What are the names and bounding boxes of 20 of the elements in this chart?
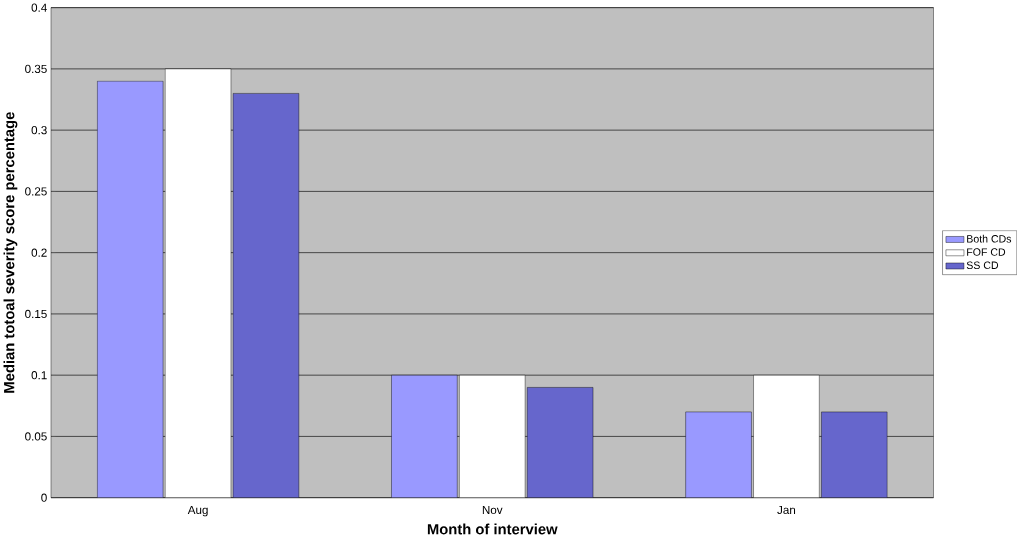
x-tick-label: Nov bbox=[482, 505, 503, 515]
y-tick-label: 0.05 bbox=[25, 432, 47, 441]
bar bbox=[527, 387, 594, 498]
legend-label: SS CD bbox=[966, 261, 999, 269]
y-tick-label: 0.3 bbox=[31, 126, 47, 135]
y-tick-label: 0.25 bbox=[25, 187, 47, 196]
x-tick-label: Aug bbox=[187, 505, 208, 517]
x-axis-title: Month of interview bbox=[427, 523, 558, 535]
legend-label: FOF CD bbox=[967, 248, 1006, 256]
legend-label: Both CDs bbox=[967, 234, 1012, 243]
y-axis-title: Median totoal severity score percentage bbox=[3, 112, 18, 393]
y-tick-label: 0.4 bbox=[31, 3, 47, 12]
y-tick-label: 0.15 bbox=[25, 309, 47, 319]
x-tick-label: Jan bbox=[777, 505, 796, 515]
y-tick-label: 0.2 bbox=[31, 248, 47, 257]
bar bbox=[821, 411, 888, 498]
y-tick-label: 0.1 bbox=[31, 371, 47, 380]
y-tick-label: 0.35 bbox=[25, 64, 47, 74]
y-tick-label: 0 bbox=[41, 493, 47, 502]
bar bbox=[232, 93, 300, 498]
